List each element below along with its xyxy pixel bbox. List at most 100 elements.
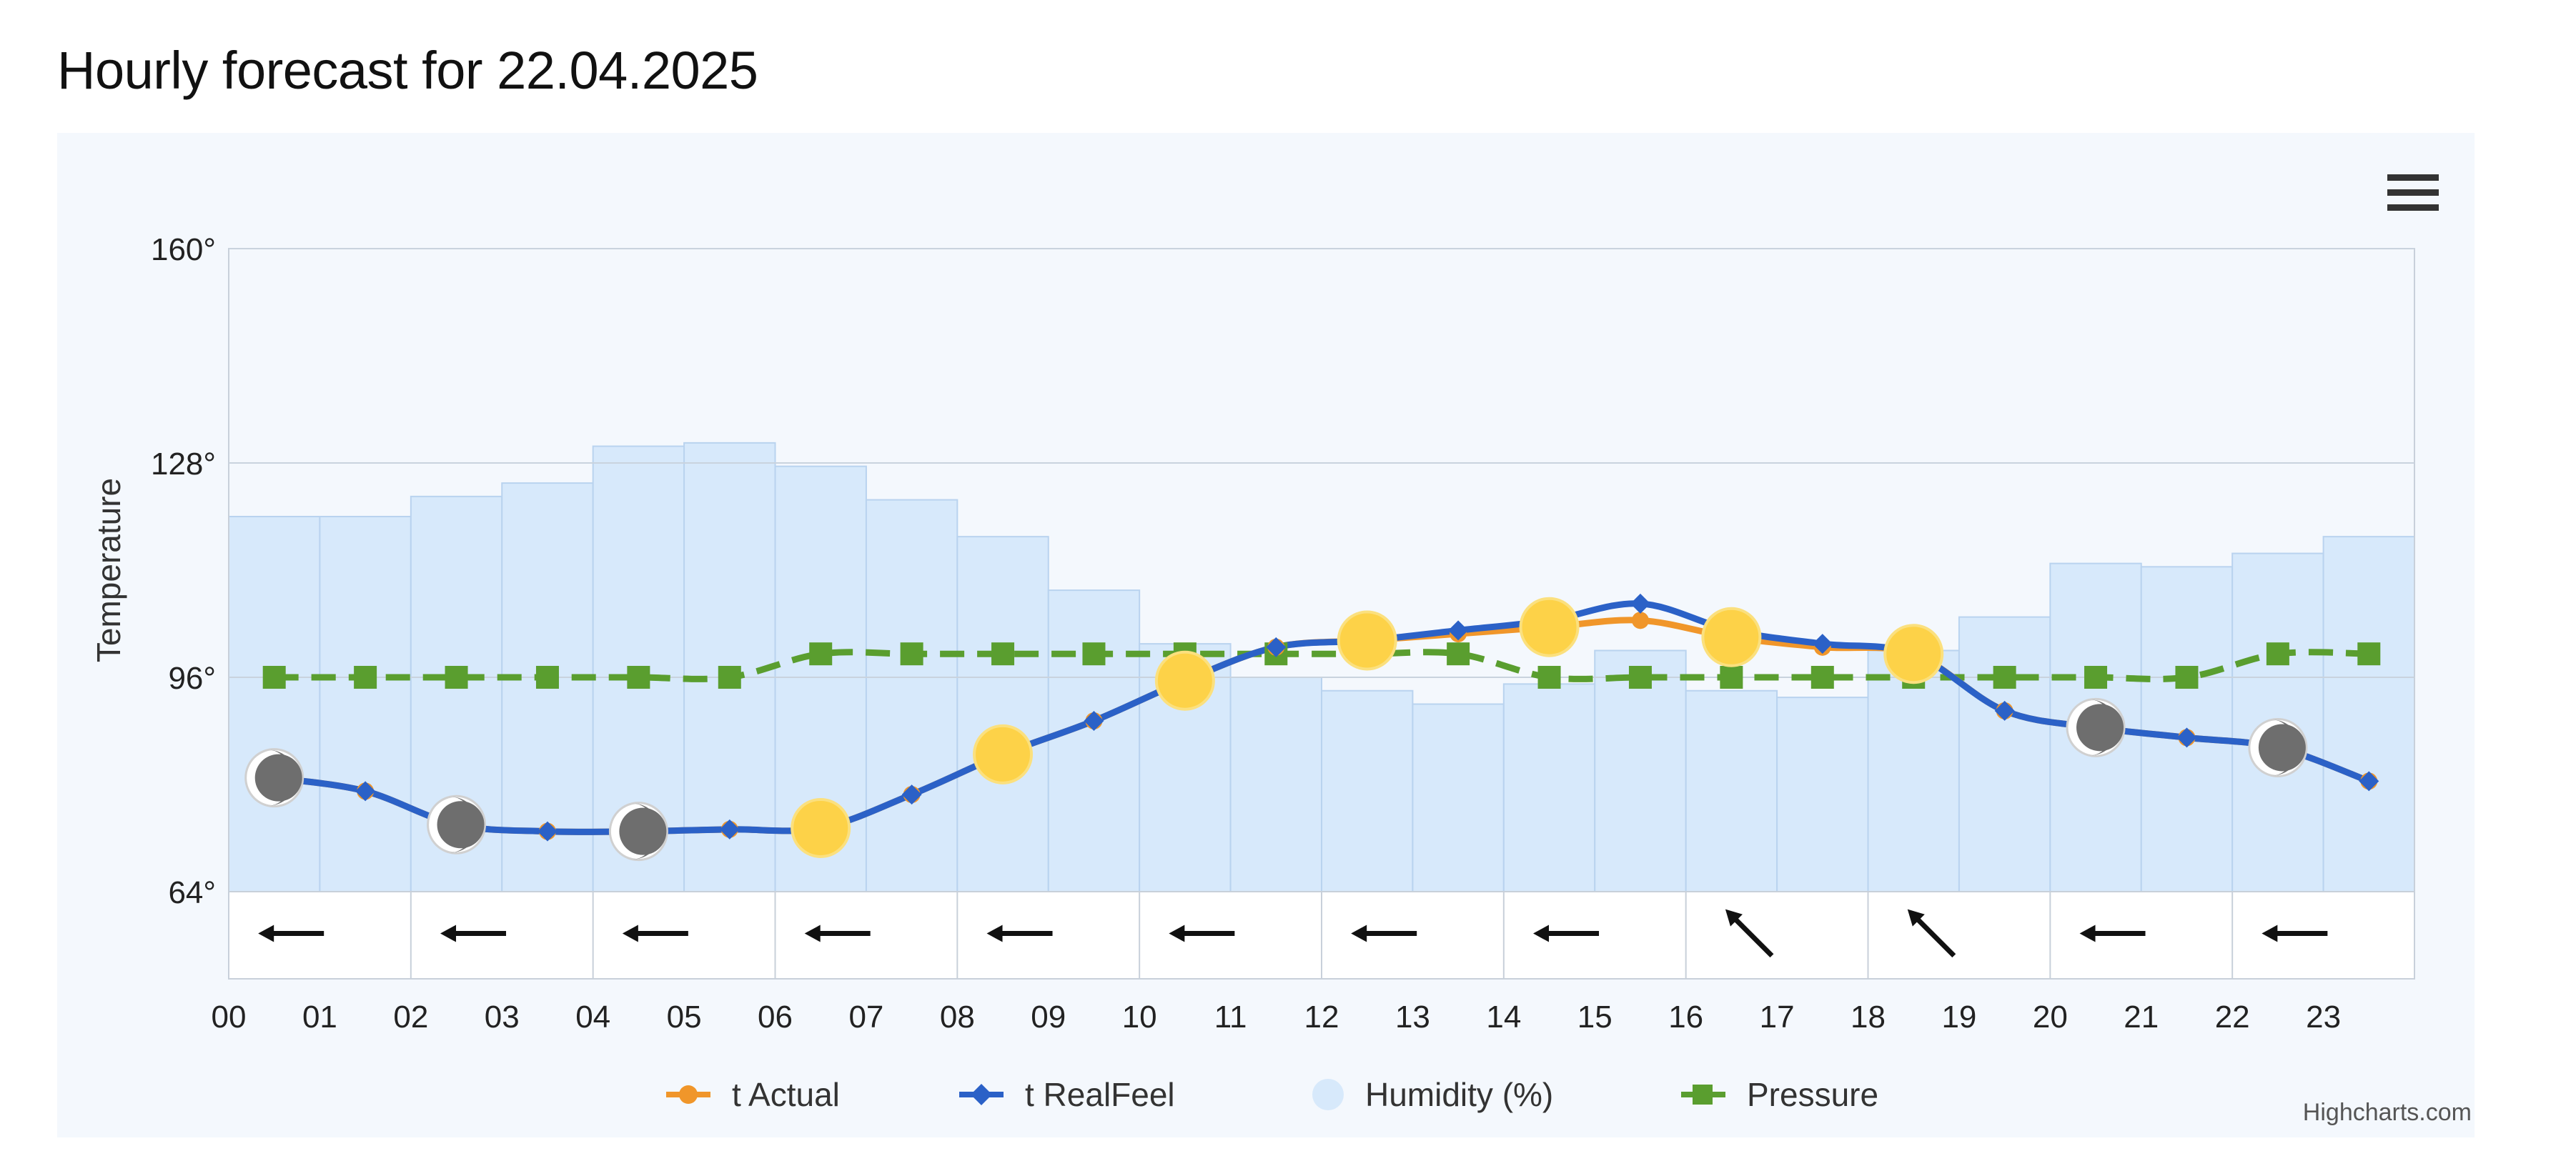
pressure-marker	[718, 666, 741, 689]
pressure-marker	[445, 666, 468, 689]
t-realfeel-marker	[1630, 593, 1650, 614]
humidity-bar	[1594, 649, 1687, 892]
legend-label: Humidity (%)	[1365, 1076, 1553, 1113]
wind-arrow-icon	[1169, 925, 1235, 942]
moon-icon	[427, 794, 487, 854]
y-tick-label: 128°	[151, 447, 216, 482]
pressure-marker	[2175, 666, 2199, 689]
x-tick-label: 16	[1668, 1000, 1703, 1035]
wind-arrow-head	[986, 925, 1003, 942]
t-realfeel-marker	[1448, 620, 1469, 641]
humidity-bar	[1776, 697, 1869, 892]
x-tick-label: 07	[848, 1000, 883, 1035]
sun-icon	[1154, 650, 1215, 711]
x-tick-label: 00	[212, 1000, 247, 1035]
pressure-marker	[354, 666, 377, 689]
moon-icon	[244, 748, 304, 808]
wind-arrow-head	[2079, 925, 2096, 942]
legend-label: t Actual	[732, 1076, 840, 1113]
wind-arrow-head	[1351, 925, 1367, 942]
legend-item[interactable]: t RealFeel	[959, 1076, 1175, 1113]
pressure-marker	[627, 666, 650, 689]
wind-strip	[228, 891, 2415, 980]
legend-item[interactable]: Pressure	[1681, 1076, 1878, 1113]
sun-icon	[1883, 624, 1944, 684]
page-title: Hourly forecast for 22.04.2025	[57, 41, 758, 100]
pressure-marker	[2357, 642, 2381, 666]
moon-body	[437, 801, 485, 849]
wind-arrow-shaft	[1730, 915, 1774, 958]
pressure-marker	[1810, 666, 1834, 689]
t-realfeel-marker	[2359, 771, 2379, 792]
moon-body	[619, 807, 667, 855]
pressure-marker	[1082, 642, 1106, 666]
humidity-bar	[228, 516, 321, 892]
humidity-bar	[1321, 689, 1414, 892]
x-tick-label: 21	[2124, 1000, 2159, 1035]
humidity-bar	[1958, 616, 2051, 892]
hamburger-menu-icon[interactable]	[2387, 174, 2439, 217]
pressure-marker	[2266, 642, 2289, 666]
legend-label: t RealFeel	[1025, 1076, 1175, 1113]
pressure-marker	[262, 666, 286, 689]
y-tick-label: 160°	[151, 232, 216, 267]
sun-icon	[973, 724, 1034, 784]
y-tick-label: 96°	[168, 661, 216, 696]
x-tick-label: 05	[667, 1000, 702, 1035]
moon-body	[254, 754, 302, 802]
wind-arrow-head	[440, 925, 457, 942]
t-realfeel-marker	[1812, 634, 1833, 654]
wind-arrow-head	[1907, 909, 1925, 927]
humidity-bar	[2322, 536, 2415, 892]
sun-icon	[1701, 607, 1762, 667]
pressure-marker	[900, 642, 923, 666]
wind-arrow-head	[2262, 925, 2278, 942]
moon-icon	[2066, 697, 2126, 757]
wind-arrow-icon	[1351, 925, 1417, 942]
wind-arrow-icon	[440, 925, 507, 942]
axes: 64° 96° 128° 160° Temperature 00 01 02 03 04 05 06 0…	[90, 232, 2341, 1035]
t-realfeel-marker	[355, 781, 376, 802]
wind-arrow-head	[804, 925, 821, 942]
t-realfeel-marker	[1084, 710, 1104, 731]
x-tick-label: 15	[1577, 1000, 1613, 1035]
pressure-marker	[2084, 666, 2108, 689]
x-tick-label: 13	[1395, 1000, 1430, 1035]
moon-icon	[608, 802, 668, 862]
t-realfeel-marker	[1994, 700, 2015, 721]
x-tick-label: 12	[1304, 1000, 1339, 1035]
humidity-bar	[1047, 589, 1141, 892]
x-tick-label: 09	[1031, 1000, 1066, 1035]
humidity-bar	[1412, 703, 1505, 892]
x-tick-label: 17	[1760, 1000, 1795, 1035]
x-tick-label: 01	[302, 1000, 337, 1035]
wind-arrow-icon	[622, 925, 688, 942]
credits-link[interactable]: Highcharts.com	[2302, 1099, 2472, 1126]
humidity-bar	[1229, 677, 1323, 892]
wind-arrow-icon	[804, 925, 871, 942]
wind-arrow-icon	[1533, 925, 1600, 942]
x-tick-label: 20	[2033, 1000, 2068, 1035]
pressure-marker	[1537, 666, 1561, 689]
t-realfeel-marker	[901, 784, 922, 805]
humidity-bar	[956, 536, 1049, 892]
legend-item[interactable]: Humidity (%)	[1312, 1076, 1553, 1113]
x-tick-label: 19	[1941, 1000, 1976, 1035]
humidity-bar	[1502, 683, 1596, 892]
wind-arrow-shaft	[1913, 915, 1956, 958]
x-tick-label: 02	[393, 1000, 428, 1035]
x-tick-label: 10	[1122, 1000, 1157, 1035]
wind-arrow-head	[1169, 925, 1185, 942]
pressure-marker	[1447, 642, 1470, 666]
pressure-marker	[1720, 666, 1743, 689]
legend-item[interactable]: t Actual	[666, 1076, 840, 1113]
x-tick-label: 18	[1851, 1000, 1886, 1035]
pressure-marker	[1993, 666, 2016, 689]
weather-icons	[244, 597, 2308, 862]
wind-arrow-icon	[1907, 909, 1956, 958]
humidity-bar	[865, 499, 958, 892]
wind-arrow-head	[1533, 925, 1550, 942]
legend-humidity-symbol	[1312, 1079, 1344, 1110]
pressure-marker	[535, 666, 559, 689]
